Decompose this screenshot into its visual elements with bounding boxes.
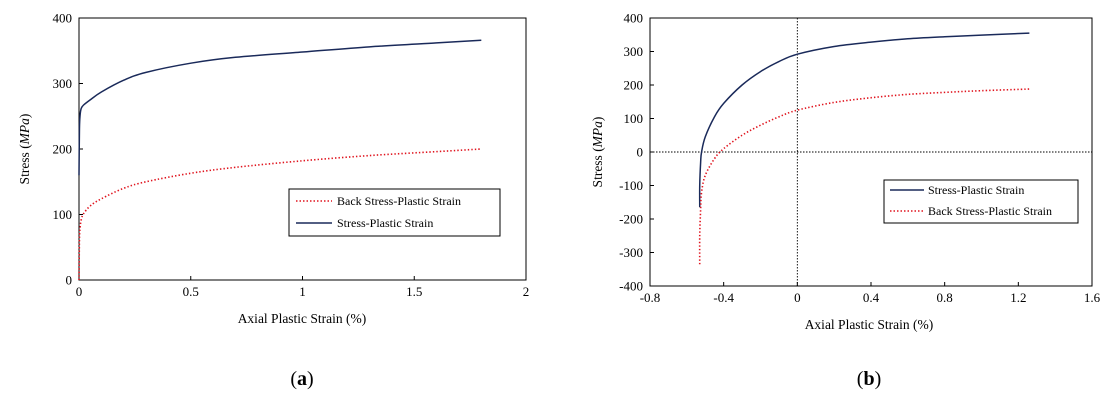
y-tick-label-a: 100: [53, 207, 73, 222]
panel-caption-b: (b): [857, 368, 881, 390]
ticks-b: -0.8 -0.4 0 0.4 0.8 1.2 1.6 -400 -300 -200 -100 0 10…: [619, 11, 1100, 306]
x-tick-label-b: 1.6: [1084, 290, 1101, 305]
y-tick-label-b: 100: [624, 111, 644, 126]
legend-label-a-0: Back Stress-Plastic Strain: [337, 194, 461, 208]
x-tick-label-b: 1.2: [1010, 290, 1026, 305]
panel-caption-a: (a): [290, 368, 313, 390]
x-tick-label-b: 0.4: [863, 290, 880, 305]
x-tick-label-a: 2: [523, 284, 530, 299]
y-tick-label-a: 0: [66, 273, 73, 288]
y-axis-label-b: Stress (MPa): [590, 117, 605, 188]
x-tick-label-b: 0.8: [937, 290, 953, 305]
series-line-b-1: [698, 88, 1030, 265]
x-tick-label-b: -0.8: [640, 290, 661, 305]
x-tick-label-a: 1.5: [406, 284, 422, 299]
y-tick-label-b: 200: [624, 78, 644, 93]
x-axis-label-a: Axial Plastic Strain (%): [238, 311, 367, 326]
legend-b: Stress-Plastic Strain Back Stress-Plasti…: [883, 179, 1079, 224]
legend-a: Back Stress-Plastic Strain Stress-Plasti…: [288, 188, 501, 237]
y-tick-label-b: 300: [624, 44, 644, 59]
legend-label-a-1: Stress-Plastic Strain: [337, 216, 433, 230]
x-axis-label-b: Axial Plastic Strain (%): [805, 317, 934, 332]
series-line-b-0: [698, 32, 1030, 208]
series-line-a-1: [78, 39, 482, 176]
y-axis-label-a: Stress (MPa): [17, 114, 32, 185]
legend-box-b: [883, 179, 1079, 224]
reference-lines-b: [650, 18, 1092, 286]
legend-label-b-1: Back Stress-Plastic Strain: [928, 204, 1052, 218]
legend-box-a: [288, 188, 501, 237]
x-tick-label-a: 0.5: [183, 284, 199, 299]
plot-frame-a: [78, 17, 527, 281]
y-tick-label-a: 300: [53, 76, 73, 91]
y-tick-label-b: 400: [624, 11, 644, 26]
x-tick-label-b: -0.4: [713, 290, 734, 305]
y-tick-label-a: 200: [53, 142, 73, 157]
y-tick-label-a: 400: [53, 11, 73, 26]
series-b: [698, 32, 1030, 265]
y-tick-label-b: -200: [619, 212, 643, 227]
x-tick-label-a: 1: [299, 284, 306, 299]
y-tick-label-b: -400: [619, 279, 643, 294]
y-tick-label-b: 0: [637, 145, 644, 160]
y-tick-label-b: -100: [619, 178, 643, 193]
series-a: [78, 39, 482, 281]
legend-label-b-0: Stress-Plastic Strain: [928, 183, 1024, 197]
series-line-a-0: [78, 148, 482, 281]
chart-panel-a: 0 0.5 1 1.5 2 0 100 200 300 400 Axial Plastic Str…: [17, 11, 529, 391]
x-tick-label-a: 0: [76, 284, 83, 299]
y-tick-label-b: -300: [619, 245, 643, 260]
chart-panel-b: -0.8 -0.4 0 0.4 0.8 1.2 1.6 -400 -300 -200 -100 0 10…: [590, 11, 1101, 391]
x-tick-label-b: 0: [794, 290, 801, 305]
ticks-a: 0 0.5 1 1.5 2 0 100 200 300 400: [53, 11, 530, 300]
